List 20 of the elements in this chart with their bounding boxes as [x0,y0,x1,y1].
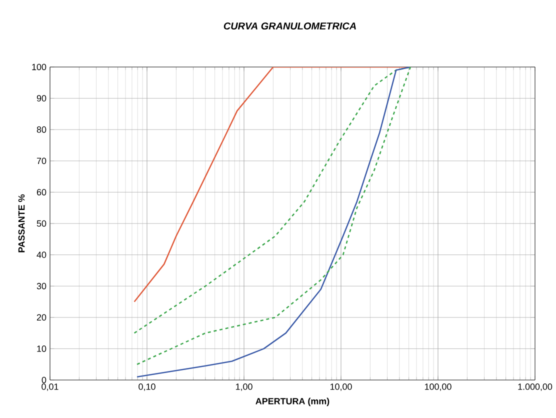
y-tick-label: 60 [36,189,46,196]
x-tick-label: 100,00 [424,384,452,391]
x-tick-label: 1,00 [236,384,252,391]
y-tick-label: 30 [36,282,46,290]
y-tick-label: 10 [37,346,46,352]
y-tick-label: 70 [36,158,46,164]
x-tick-label: 10,00 [330,384,352,391]
y-tick-label: 80 [36,126,46,133]
x-axis-title: APERTURA (mm) [256,398,330,406]
y-tick-label: 20 [36,314,46,321]
y-tick-label: 100 [32,64,46,70]
x-tick-label: 1.000,00 [518,384,552,391]
chart-title: CURVA GRANULOMETRICA [224,22,356,30]
y-tick-label: 90 [36,95,46,102]
y-tick-label: 40 [36,252,46,258]
y-tick-label: 50 [36,220,46,227]
y-tick-label: 0 [42,376,46,384]
x-tick-label: 0,01 [42,384,58,391]
x-tick-label: 0,10 [138,384,156,391]
y-axis-title: PASSANTE % [18,194,25,252]
